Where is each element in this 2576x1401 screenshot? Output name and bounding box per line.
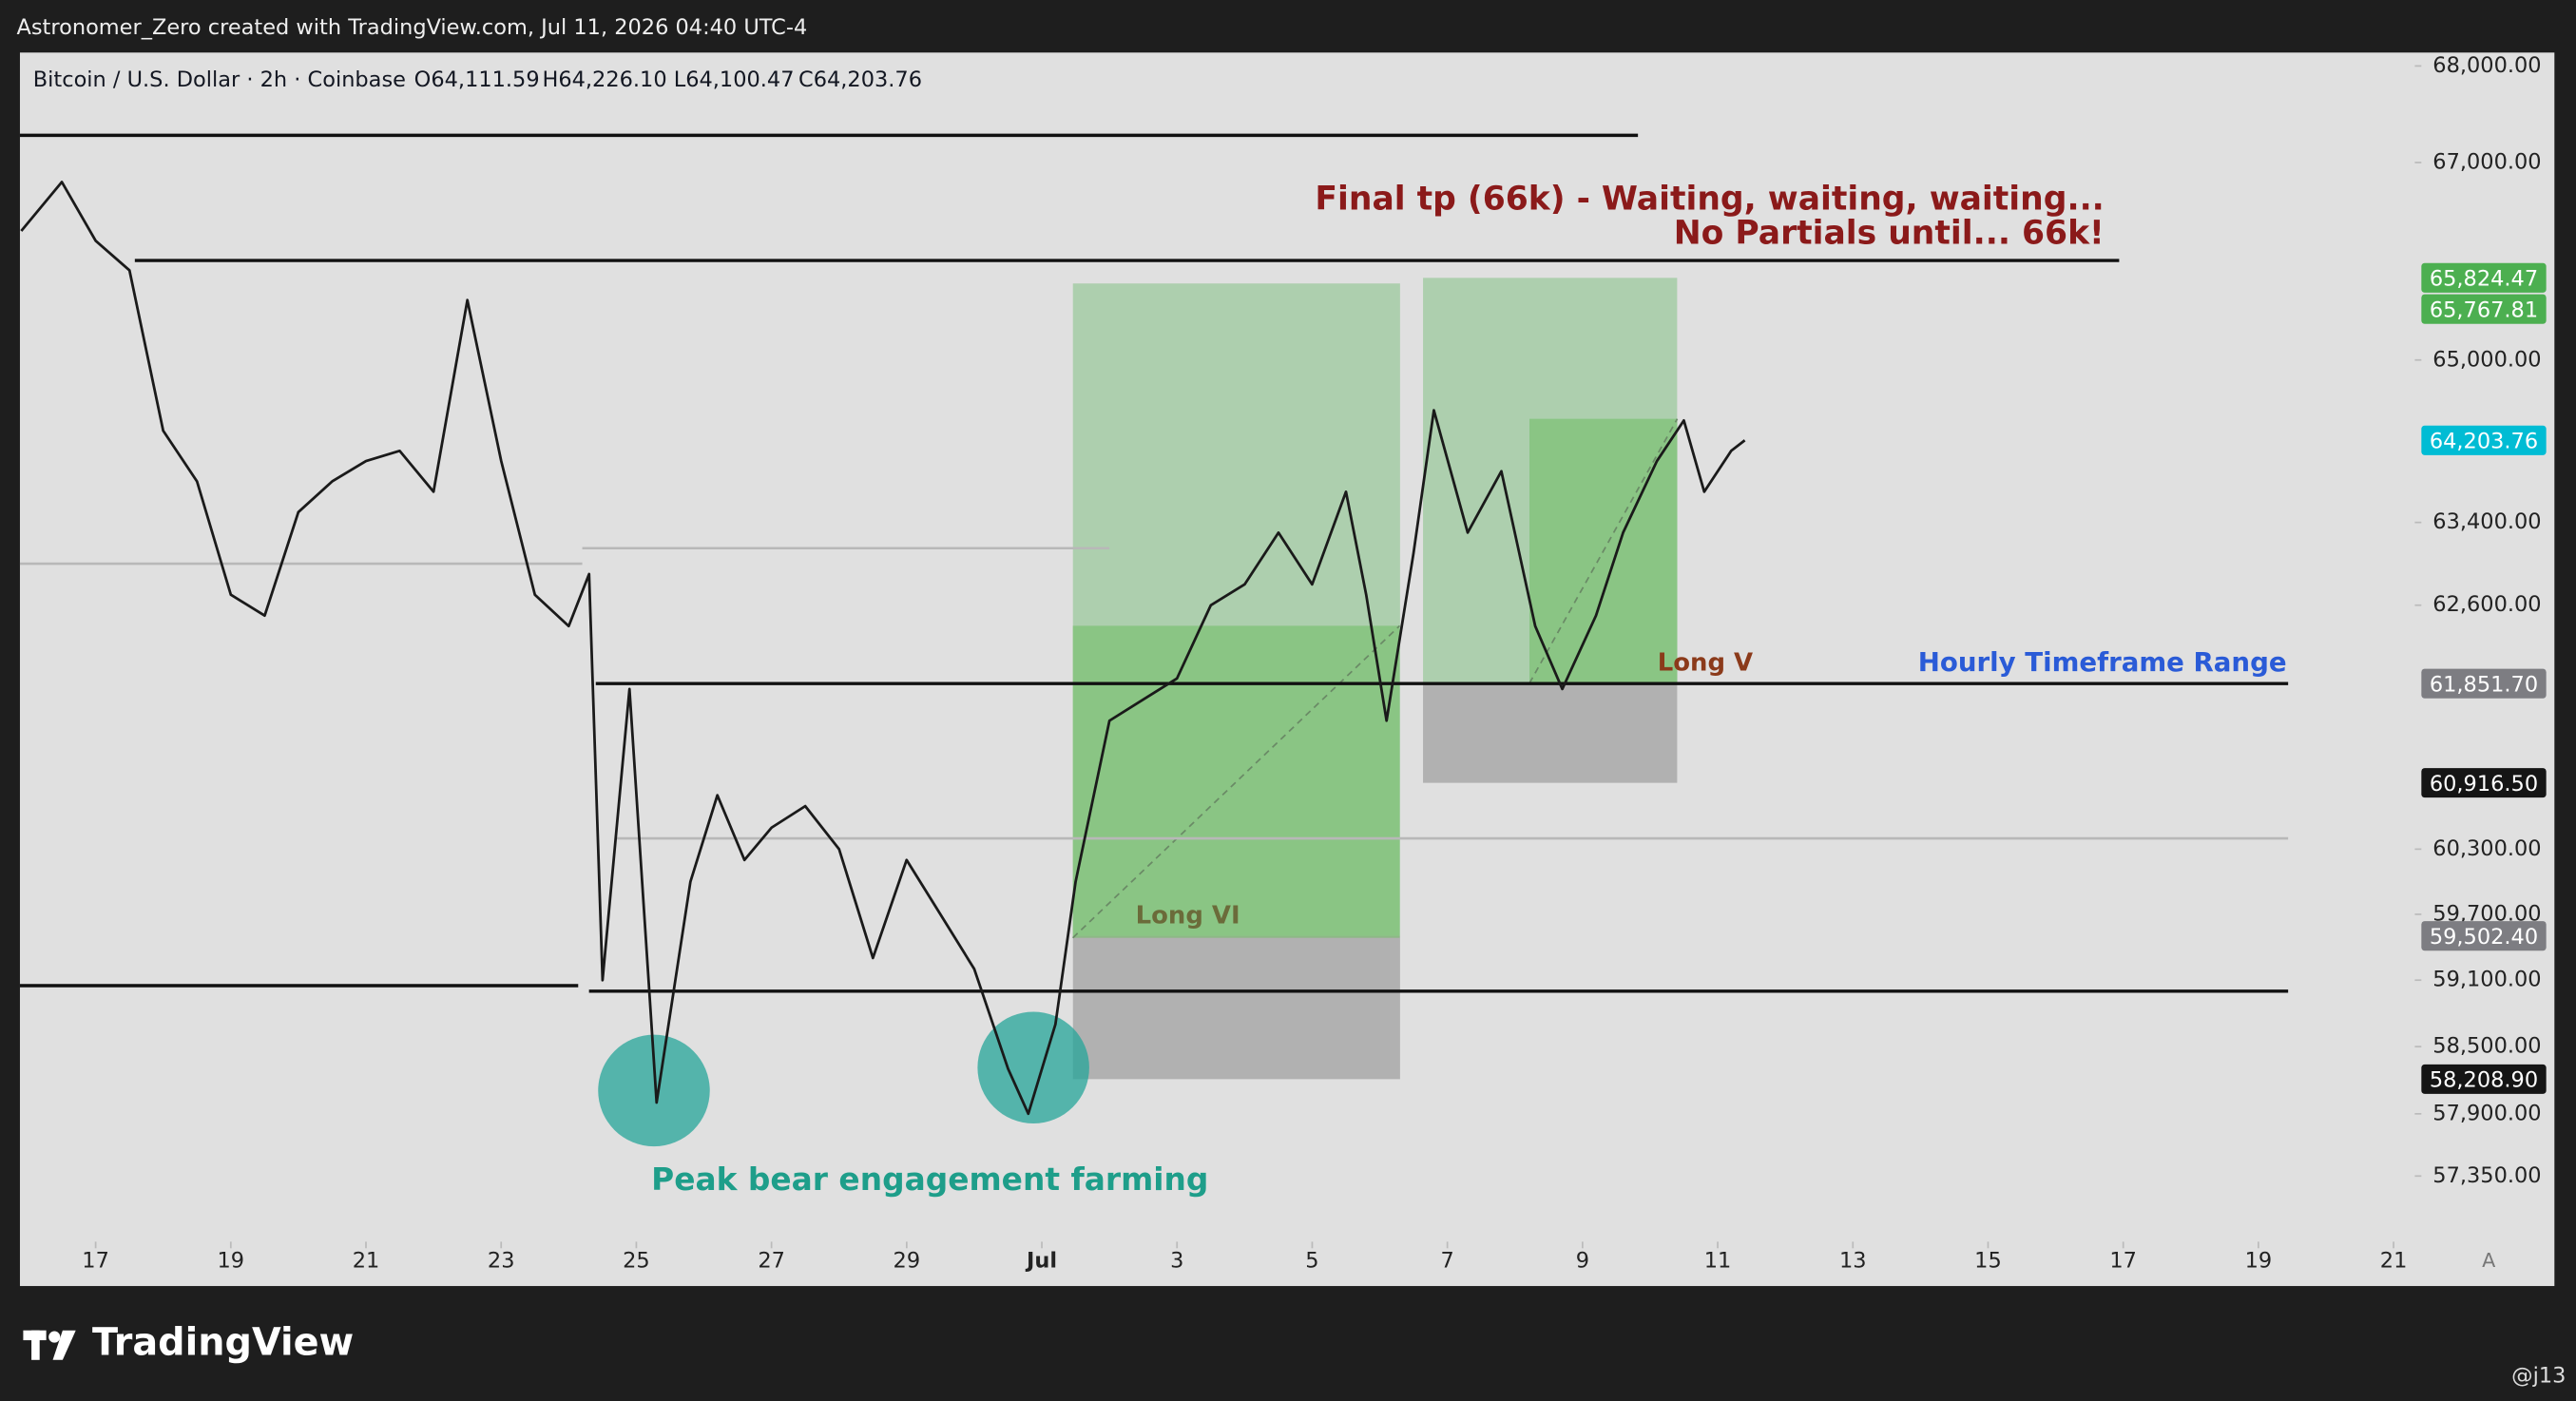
y-tick-label: 68,000.00 (2432, 53, 2541, 78)
price-tag (2421, 768, 2547, 798)
y-tick-label: 58,500.00 (2432, 1034, 2541, 1059)
price-tag (2421, 262, 2547, 293)
price-tag-label: 60,916.50 (2430, 772, 2538, 796)
logo-mark (52, 1330, 76, 1360)
x-tick-label: 19 (218, 1249, 245, 1274)
user-handle: @j13 (2511, 1364, 2566, 1389)
x-tick-label: 27 (758, 1249, 785, 1274)
x-tick-label: 23 (488, 1249, 515, 1274)
price-tag-label: 65,767.81 (2430, 297, 2538, 322)
position-label: Long V (1658, 649, 1753, 678)
trend-dash (1072, 624, 1401, 939)
logo-mark (48, 1331, 61, 1343)
y-tick-label: 57,350.00 (2432, 1163, 2541, 1188)
logo-mark (31, 1330, 40, 1360)
x-tick-label: 29 (894, 1249, 921, 1274)
price-line (20, 181, 1746, 1116)
axes: 68,000.00 67,000.00 65,000.00 63,400.00 62,6… (82, 53, 2541, 1274)
x-tick-label: 11 (1704, 1249, 1732, 1274)
symbol: Bitcoin / U.S. Dollar · 2h · Coinbase (33, 67, 406, 92)
x-tick-label: 13 (1839, 1249, 1867, 1274)
ohlc-high: H64,226.10 (542, 67, 666, 92)
ohlc-close: C64,203.76 (798, 67, 922, 92)
annotation: No Partials until... 66k! (1674, 215, 2105, 253)
ohlc-low: L64,100.47 (674, 67, 795, 92)
y-tick-label: 63,400.00 (2432, 509, 2541, 534)
x-tick-label: 21 (2380, 1249, 2408, 1274)
price-line (20, 181, 1746, 1116)
trend-dash (1528, 418, 1679, 684)
x-tick-label: 17 (2109, 1249, 2137, 1274)
y-tick-label: 67,000.00 (2432, 149, 2541, 174)
price-tag (2421, 294, 2547, 324)
x-tick-label: 19 (2245, 1249, 2273, 1274)
price-tag-label: 61,851.70 (2430, 672, 2538, 697)
x-tick-label: 25 (623, 1249, 650, 1274)
x-tick-label: 9 (1576, 1249, 1589, 1274)
x-tick-label: 17 (82, 1249, 109, 1274)
price-tag (2421, 1064, 2547, 1094)
logo: TradingView (92, 1321, 354, 1365)
highlight-circle (977, 1011, 1089, 1123)
x-tick-label: Jul (1025, 1249, 1057, 1274)
annotation: Final tp (66k) - Waiting, waiting, waiti… (1315, 180, 2104, 218)
annotation: Peak bear engagement farming (651, 1161, 1208, 1198)
price-tag-label: 65,824.47 (2430, 267, 2538, 292)
highlight-circle (598, 1034, 710, 1147)
credit: Astronomer_Zero created with TradingView… (17, 15, 808, 40)
y-tick-label: 65,000.00 (2432, 347, 2541, 372)
price-tags: 65,824.47 65,767.81 64,203.76 61,851.70 60,9… (2421, 262, 2547, 1094)
y-tick-label: 57,900.00 (2432, 1101, 2541, 1125)
levels (19, 133, 2289, 993)
stop-zone (1072, 935, 1400, 1080)
x-tick-label: 7 (1440, 1249, 1453, 1274)
x-tick-label: 5 (1305, 1249, 1318, 1274)
ohlc-open: O64,111.59 (414, 67, 540, 92)
y-tick-label: 59,100.00 (2432, 968, 2541, 992)
price-tag-label: 59,502.40 (2430, 925, 2538, 950)
price-tag (2421, 921, 2547, 951)
y-tick-label: 60,300.00 (2432, 836, 2541, 861)
price-tag-label: 58,208.90 (2430, 1068, 2538, 1093)
y-tick-label: 62,600.00 (2432, 592, 2541, 617)
x-tick-label: 21 (353, 1249, 380, 1274)
x-tick-label: 15 (1974, 1249, 2002, 1274)
price-tag (2421, 668, 2547, 699)
scale-button[interactable]: A (2482, 1249, 2495, 1272)
price-tag (2421, 425, 2547, 455)
x-tick-label: 3 (1170, 1249, 1183, 1274)
price-tag-label: 64,203.76 (2430, 430, 2538, 454)
stop-zone (1423, 683, 1678, 783)
annotation: Hourly Timeframe Range (1918, 646, 2287, 678)
position-label: Long VI (1136, 902, 1240, 931)
